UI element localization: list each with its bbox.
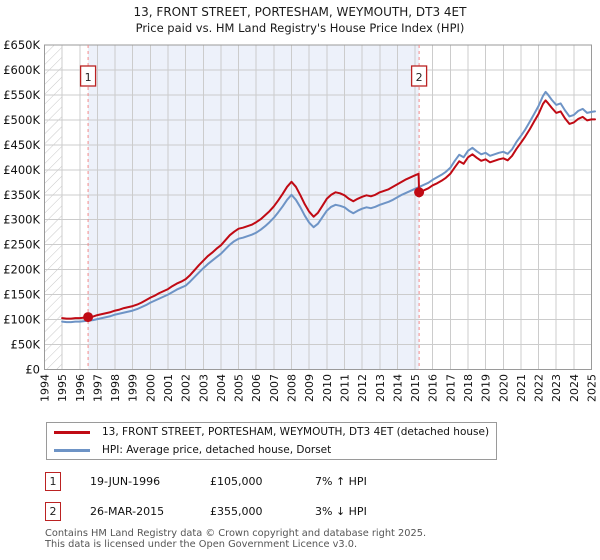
- y-axis-label: £150K: [3, 288, 40, 302]
- page-title: 13, FRONT STREET, PORTESHAM, WEYMOUTH, D…: [133, 5, 467, 19]
- no-data-hatch-region: [44, 45, 63, 370]
- y-axis-label: £400K: [3, 163, 40, 177]
- transaction-1-hpi-delta: 7% ↑ HPI: [315, 474, 367, 488]
- x-axis-label: 2001: [162, 374, 175, 402]
- x-axis-label: 2019: [480, 374, 493, 402]
- x-axis-label: 1996: [74, 374, 87, 402]
- price-paid-line-swatch: [54, 430, 90, 434]
- sale-1-marker-number: 1: [85, 71, 92, 84]
- license-footer-line1: Contains HM Land Registry data © Crown c…: [45, 528, 427, 539]
- x-axis-label: 2015: [409, 374, 422, 402]
- x-axis-label: 2013: [374, 374, 387, 402]
- sale-2-dot: [414, 187, 425, 198]
- x-axis-label: 2020: [497, 374, 510, 402]
- y-axis-label: £300K: [3, 213, 40, 227]
- chart-legend: 13, FRONT STREET, PORTESHAM, WEYMOUTH, D…: [46, 422, 497, 460]
- transaction-1-marker: 1: [45, 471, 61, 491]
- hpi-line-swatch: [54, 448, 90, 452]
- x-axis-label: 2021: [515, 374, 528, 402]
- transaction-2-price: £355,000: [210, 504, 263, 518]
- x-axis-label: 2018: [462, 374, 475, 402]
- legend-entry-hpi: HPI: Average price, detached house, Dors…: [47, 442, 496, 458]
- x-axis-label: 1995: [56, 374, 69, 402]
- y-axis-label: £500K: [3, 113, 40, 127]
- x-axis-label: 2004: [215, 374, 228, 402]
- price-paid-line: [61, 99, 596, 320]
- y-axis-label: £450K: [3, 138, 40, 152]
- y-axis-label: £600K: [3, 63, 40, 77]
- x-axis-label: 2023: [550, 374, 563, 402]
- x-axis-label: 2025: [586, 374, 599, 402]
- x-axis-label: 2005: [233, 374, 246, 402]
- legend-entry-price-paid: 13, FRONT STREET, PORTESHAM, WEYMOUTH, D…: [47, 424, 496, 440]
- transaction-1-price: £105,000: [210, 474, 263, 488]
- transaction-2-marker: 2: [45, 501, 61, 521]
- transaction-2-date: 26-MAR-2015: [90, 504, 165, 518]
- transaction-row-2: 2 26-MAR-2015 £355,000 3% ↓ HPI: [45, 501, 585, 521]
- x-axis-label: 2024: [568, 374, 581, 402]
- x-axis-label: 2012: [356, 374, 369, 402]
- license-footer-line2: This data is licensed under the Open Gov…: [45, 538, 358, 550]
- transaction-row-1: 1 19-JUN-1996 £105,000 7% ↑ HPI: [45, 471, 585, 491]
- x-axis-label: 2002: [180, 374, 193, 402]
- hpi-line: [61, 90, 596, 324]
- y-axis-label: £350K: [3, 188, 40, 202]
- y-axis-label: £50K: [11, 338, 41, 352]
- x-axis-label: 2008: [286, 374, 299, 402]
- x-axis-label: 2017: [444, 374, 457, 402]
- x-axis-label: 2022: [533, 374, 546, 402]
- y-axis-label: £200K: [3, 263, 40, 277]
- x-axis-label: 2011: [338, 374, 351, 402]
- price-chart: 1 2 £0 £50K £100K £150K £200K £250K £300K £350K £4…: [3, 38, 599, 402]
- y-axis-label: £650K: [3, 38, 40, 52]
- x-axis-label: 2007: [268, 374, 281, 402]
- transaction-1-date: 19-JUN-1996: [90, 474, 161, 488]
- y-axis-label: £0: [25, 363, 40, 377]
- legend-label-hpi: HPI: Average price, detached house, Dors…: [102, 444, 332, 456]
- x-axis-label: 1999: [127, 374, 140, 402]
- license-footer: Contains HM Land Registry data © Crown c…: [45, 528, 585, 550]
- transaction-list: 1 19-JUN-1996 £105,000 7% ↑ HPI 2 26-MAR…: [45, 471, 585, 531]
- x-axis-label: 2016: [427, 374, 440, 402]
- x-axis-label: 1997: [91, 374, 104, 402]
- x-axis-label: 2000: [144, 374, 157, 402]
- x-axis-label: 1998: [109, 374, 122, 402]
- page-subtitle: Price paid vs. HM Land Registry's House …: [135, 21, 465, 35]
- x-axis-label: 1994: [39, 374, 52, 402]
- y-axis-label: £100K: [3, 313, 40, 327]
- sale-2-marker-box: [410, 65, 428, 87]
- x-axis-label: 2010: [321, 374, 334, 402]
- y-axis-label: £250K: [3, 238, 40, 252]
- x-axis-label: 2009: [303, 374, 316, 402]
- sale-1-dot: [83, 312, 94, 323]
- x-axis-label: 2003: [197, 374, 210, 402]
- legend-label-price-paid: 13, FRONT STREET, PORTESHAM, WEYMOUTH, D…: [102, 426, 490, 438]
- x-axis-label: 2006: [250, 374, 263, 402]
- x-axis-label: 2014: [391, 374, 404, 402]
- sale-1-marker-box: [79, 65, 97, 87]
- sale-2-marker-number: 2: [416, 71, 423, 84]
- transaction-2-hpi-delta: 3% ↓ HPI: [315, 504, 367, 518]
- plot-border: [44, 44, 592, 370]
- y-axis-label: £550K: [3, 88, 40, 102]
